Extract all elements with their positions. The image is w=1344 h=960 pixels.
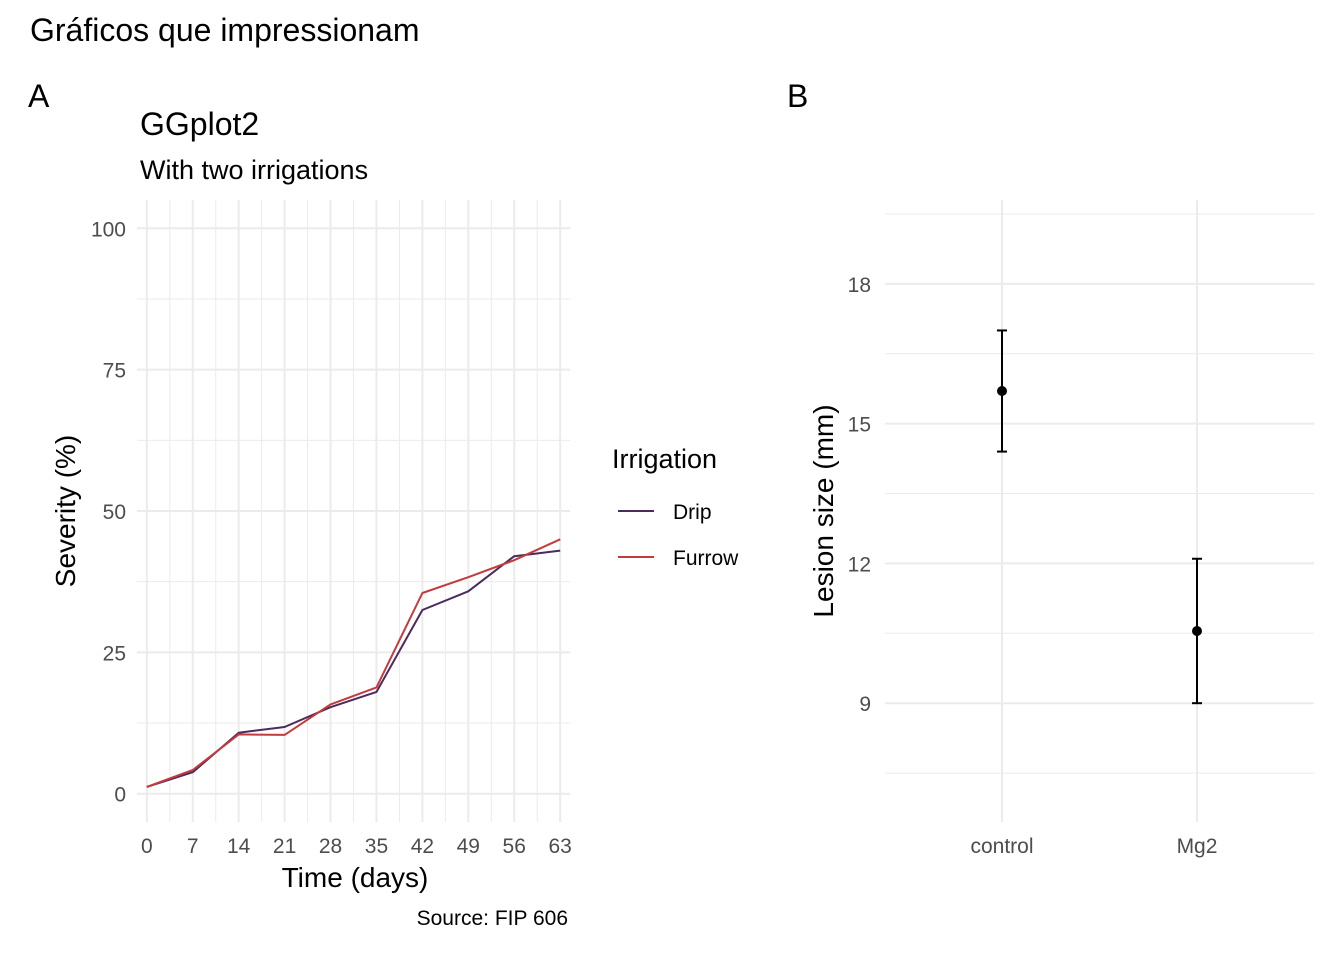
page-title: Gráficos que impressionam	[30, 12, 419, 48]
panel-b-x-tick-label: Mg2	[1177, 835, 1218, 858]
panel-a-x-tick-label: 28	[319, 835, 342, 858]
panel-a-x-tick-label: 21	[273, 835, 296, 858]
mean-point-mg2	[1192, 625, 1202, 636]
panel-b-gridlines	[885, 200, 1314, 822]
legend-label-furrow: Furrow	[673, 547, 739, 570]
mean-point-control	[997, 386, 1007, 397]
panel-a-x-axis-label: Time (days)	[282, 862, 429, 893]
panel-b-y-tick-label: 18	[848, 274, 871, 297]
panel-a-y-ticks: 0 25 50 75 100	[91, 218, 126, 806]
series-line-furrow	[146, 538, 561, 788]
panel-b: B 9 12 15 18 control Mg2 Lesion size (mm)	[787, 78, 1314, 858]
panel-a-x-tick-label: 7	[187, 835, 199, 858]
panel-a-y-tick-label: 75	[103, 360, 126, 383]
panel-a-series-lines	[146, 538, 561, 788]
panel-b-y-tick-label: 12	[848, 553, 871, 576]
panel-a-y-axis-label: Severity (%)	[50, 435, 81, 587]
panel-a-legend: Irrigation Drip Furrow	[612, 444, 739, 570]
panel-b-x-tick-label: control	[970, 835, 1033, 858]
panel-b-y-tick-label: 15	[848, 414, 871, 437]
panel-b-tag: B	[787, 78, 808, 114]
panel-a-caption: Source: FIP 606	[417, 907, 568, 930]
panel-b-y-axis-label: Lesion size (mm)	[808, 404, 839, 617]
panel-a-x-tick-label: 42	[411, 835, 434, 858]
panel-a-x-tick-label: 63	[548, 835, 571, 858]
legend-title: Irrigation	[612, 444, 717, 474]
panel-b-y-tick-label: 9	[859, 693, 871, 716]
panel-a-y-tick-label: 25	[103, 642, 126, 665]
legend-label-drip: Drip	[673, 501, 712, 524]
panel-a-x-tick-label: 35	[365, 835, 388, 858]
panel-a-x-tick-label: 49	[457, 835, 480, 858]
panel-a-y-tick-label: 50	[103, 501, 126, 524]
panel-a-y-tick-label: 0	[114, 784, 126, 807]
panel-a-x-ticks: 0 7 14 21 28 35 42 49 56 63	[141, 835, 572, 858]
panel-b-x-ticks: control Mg2	[970, 835, 1217, 858]
panel-a-y-tick-label: 100	[91, 218, 126, 241]
panel-a-title: GGplot2	[140, 106, 259, 142]
panel-a-x-tick-label: 14	[227, 835, 251, 858]
panel-a-x-tick-label: 0	[141, 835, 153, 858]
panel-a: A GGplot2 With two irrigations 0 25 50 75 10…	[28, 78, 739, 930]
panel-b-y-ticks: 9 12 15 18	[848, 274, 871, 716]
panel-a-tag: A	[28, 78, 50, 114]
panel-b-error-bars	[997, 329, 1202, 705]
panel-a-x-tick-label: 56	[503, 835, 526, 858]
panel-a-subtitle: With two irrigations	[140, 155, 368, 185]
panel-a-gridlines	[137, 200, 570, 822]
